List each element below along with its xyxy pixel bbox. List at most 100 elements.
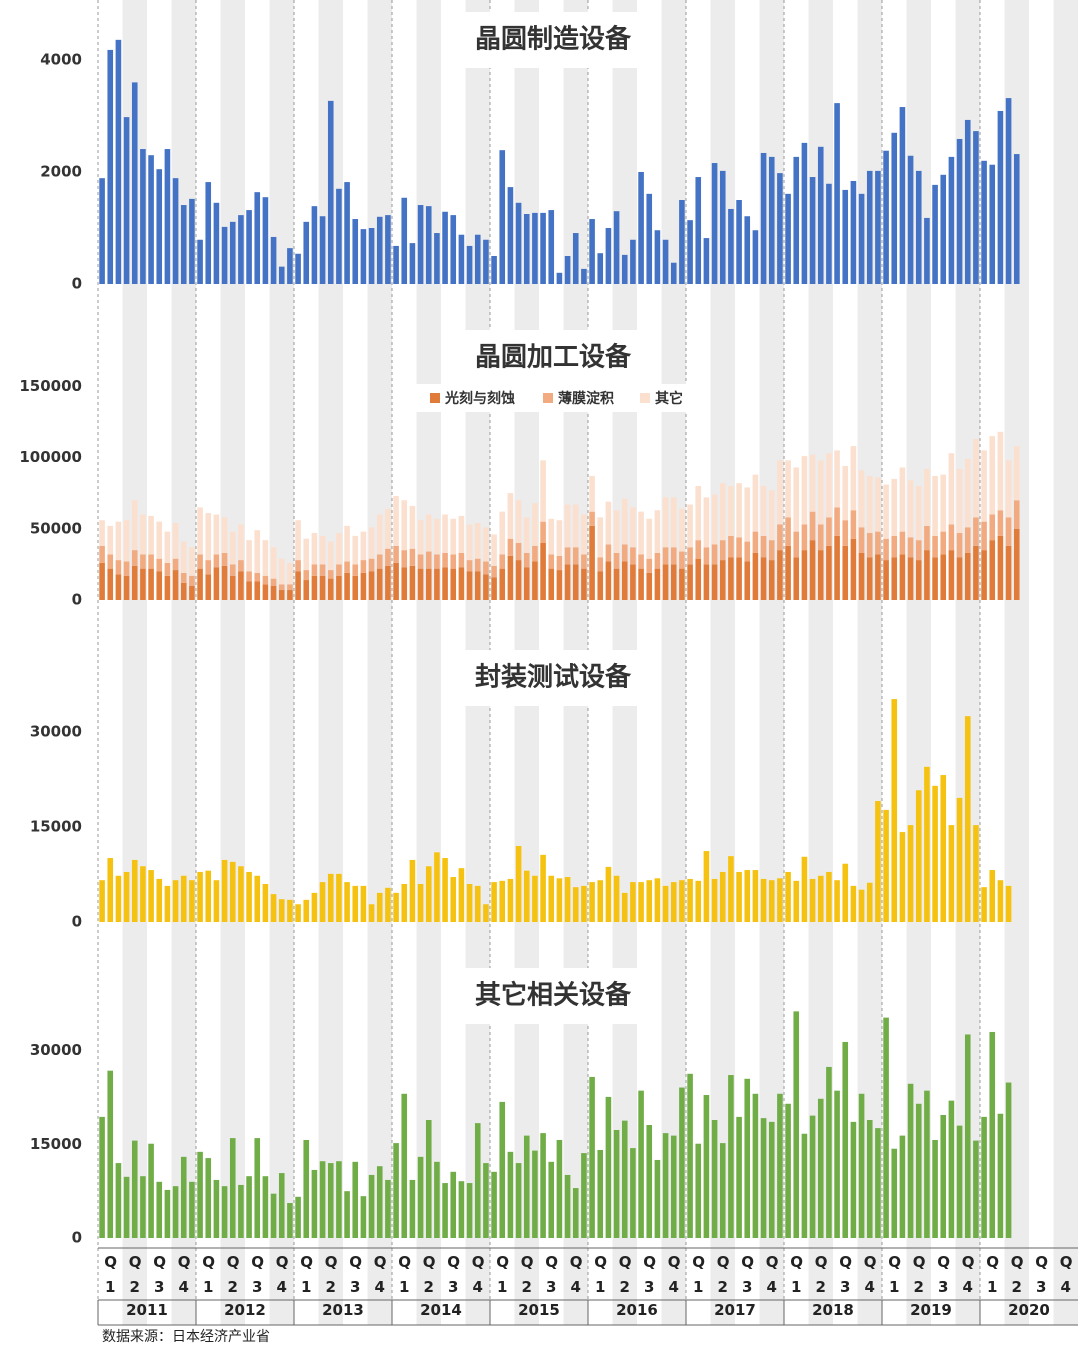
stripe [269, 0, 294, 1325]
bar [507, 187, 514, 284]
bar-segment [948, 550, 955, 600]
bar-segment [613, 552, 620, 569]
bar-segment [858, 527, 865, 553]
bar-segment [711, 544, 718, 565]
bar-segment [238, 524, 244, 561]
quarter-label: Q1 [300, 1253, 314, 1296]
quarter-label: Q3 [153, 1253, 167, 1296]
quarter-label: Q2 [520, 1253, 534, 1296]
bar-segment [695, 558, 702, 600]
title-bg [460, 12, 646, 68]
bar-segment [523, 517, 530, 553]
bar-segment [736, 483, 742, 538]
bar-segment [817, 460, 824, 525]
bar-segment [246, 581, 252, 600]
bar-segment [630, 547, 636, 565]
bar [834, 1090, 840, 1238]
bar-segment [866, 557, 873, 600]
bar [572, 233, 579, 284]
bar [311, 206, 318, 284]
bar [1005, 98, 1012, 284]
bar-segment [981, 550, 987, 600]
bar-segment [809, 511, 816, 541]
quarter-label: Q2 [1010, 1253, 1024, 1296]
bar-segment [393, 495, 399, 546]
bar [703, 851, 710, 922]
bar-segment [499, 511, 506, 555]
bar-segment [597, 517, 604, 558]
bar [826, 1066, 832, 1238]
quarter-label: Q3 [447, 1253, 461, 1296]
bar [572, 887, 579, 922]
bar-segment [262, 575, 269, 585]
bar-segment [736, 557, 742, 600]
bar [344, 1191, 350, 1238]
bar [875, 801, 881, 922]
bar [205, 182, 212, 284]
bar [981, 1116, 987, 1238]
bar-segment [311, 533, 318, 565]
source: 数据来源：日本经济产业省 [102, 1329, 270, 1345]
bar-segment [483, 527, 489, 562]
bar-segment [654, 552, 661, 569]
bar [156, 169, 163, 284]
bar-segment [442, 567, 448, 600]
bar-segment [1013, 446, 1020, 501]
quarter-label: Q1 [496, 1253, 510, 1296]
bar-segment [376, 554, 383, 569]
bar [376, 216, 383, 284]
bar [409, 859, 416, 922]
bar [376, 892, 383, 922]
quarter-label: Q4 [667, 1253, 681, 1296]
bar-segment [360, 572, 367, 600]
bar-segment [99, 562, 105, 600]
bar [964, 119, 971, 284]
bar-segment [768, 540, 775, 561]
bar [409, 1179, 416, 1238]
bar [850, 180, 857, 284]
bar-segment [899, 467, 906, 532]
bar [589, 219, 595, 284]
bar [581, 268, 587, 284]
bar [99, 1116, 105, 1238]
bar [556, 878, 563, 922]
bar [131, 1140, 138, 1238]
bar-segment [973, 517, 979, 546]
bar [491, 1171, 497, 1238]
bar [785, 1103, 791, 1238]
bar [809, 1115, 816, 1238]
bar-segment [352, 535, 359, 565]
bar [883, 150, 889, 284]
bar-segment [605, 501, 612, 545]
bar-segment [442, 514, 448, 553]
bar [850, 1121, 857, 1238]
bar [327, 1163, 334, 1238]
bar [548, 875, 555, 922]
bar [801, 856, 808, 922]
bar [254, 1138, 261, 1238]
bar-segment [940, 554, 947, 600]
bar [197, 1151, 203, 1238]
bar-segment [466, 524, 473, 561]
bar-segment [401, 500, 408, 551]
bar [809, 177, 816, 284]
quarter-label: Q3 [545, 1253, 559, 1296]
bar [434, 852, 440, 922]
bar [303, 1139, 310, 1238]
bar-segment [826, 545, 832, 600]
quarter-label: Q1 [398, 1253, 412, 1296]
bar-segment [850, 510, 857, 539]
bar-segment [532, 561, 538, 600]
bar [540, 1133, 546, 1238]
bar-segment [376, 514, 383, 555]
bar-segment [670, 564, 677, 600]
bar-segment [140, 514, 146, 555]
bar [99, 880, 105, 922]
bar [344, 882, 350, 922]
bar [850, 885, 857, 922]
year-label: 2014 [420, 1301, 462, 1319]
bar [891, 1148, 898, 1238]
bar-segment [924, 550, 930, 600]
bar-segment [744, 487, 751, 542]
bar [826, 871, 832, 922]
